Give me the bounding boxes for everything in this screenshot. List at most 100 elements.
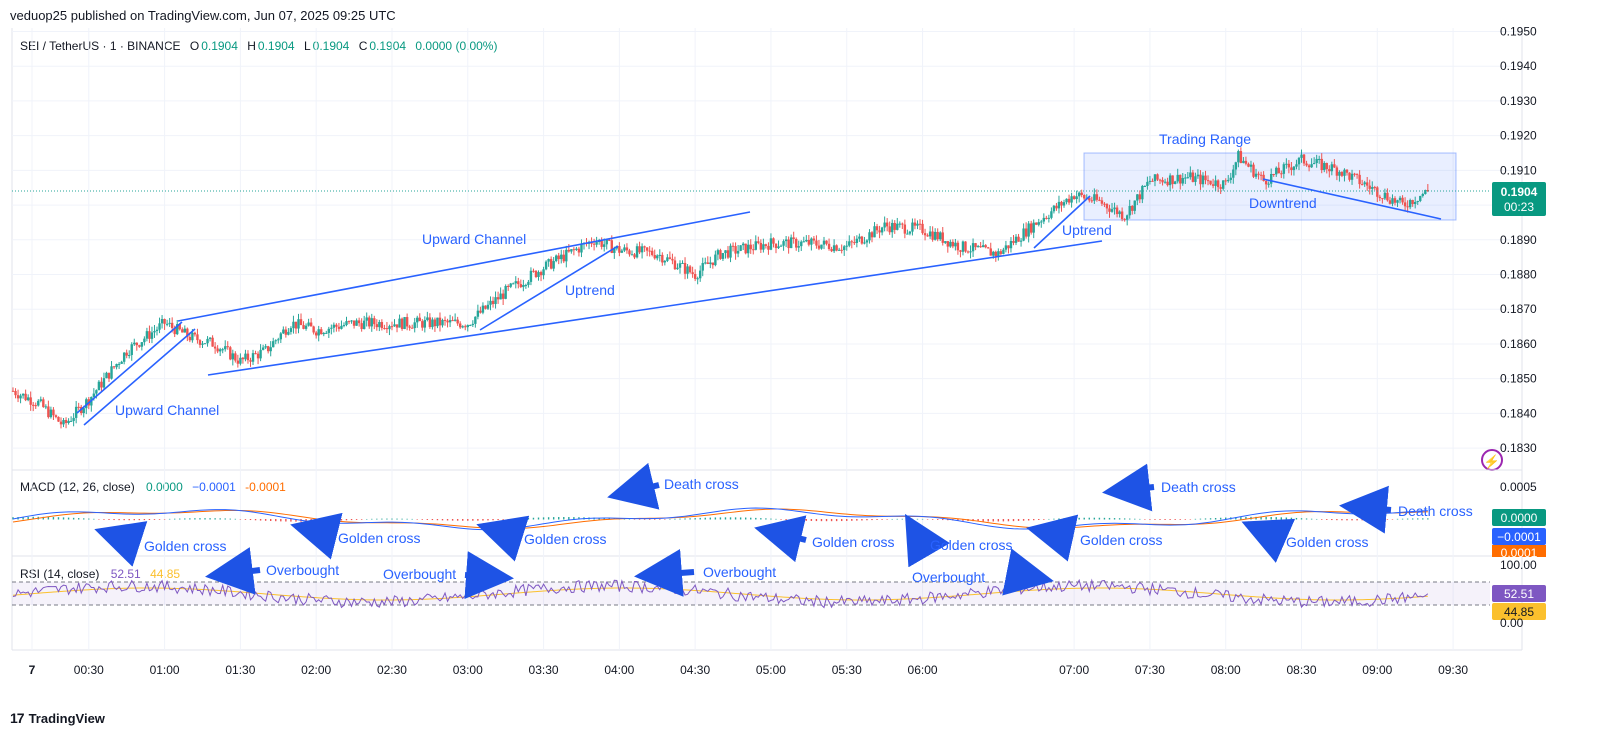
channel-2-lower[interactable] bbox=[207, 240, 1103, 376]
candle bbox=[625, 247, 629, 251]
candle bbox=[244, 353, 247, 360]
macd-histogram-bar bbox=[83, 518, 85, 520]
candle bbox=[805, 239, 808, 242]
candle bbox=[115, 364, 118, 368]
channel-2-upper[interactable] bbox=[177, 211, 751, 322]
overbought-label: Overbought bbox=[266, 562, 339, 578]
candle bbox=[1196, 174, 1200, 177]
time-tick-label: 09:00 bbox=[1362, 663, 1392, 677]
candle bbox=[931, 231, 934, 240]
arrow-icon bbox=[904, 513, 950, 568]
brand[interactable]: 17 TradingView bbox=[10, 710, 105, 726]
rsi-badges[interactable]: 52.51 44.85 bbox=[1492, 585, 1546, 620]
symbol-legend[interactable]: SEI / TetherUS · 1 · BINANCE O 0.1904 H 0.… bbox=[20, 39, 499, 53]
candle bbox=[1287, 163, 1291, 168]
macd-histogram-bar bbox=[492, 519, 494, 521]
macd-pane[interactable] bbox=[12, 507, 1429, 531]
macd-histogram-bar bbox=[275, 519, 277, 522]
candle bbox=[484, 305, 487, 309]
candle bbox=[699, 270, 702, 279]
candle bbox=[1305, 163, 1308, 166]
open-value: 0.1904 bbox=[201, 39, 238, 53]
price-badge[interactable]: 0.1904 00:23 bbox=[1492, 182, 1546, 216]
candle bbox=[926, 235, 929, 237]
candle bbox=[734, 246, 737, 254]
candle bbox=[565, 249, 568, 262]
macd-histogram-bar bbox=[335, 519, 338, 521]
macd-badges[interactable]: 0.0000 0.0001 −0.0001 bbox=[1492, 509, 1546, 560]
candle bbox=[380, 322, 384, 329]
candle bbox=[1105, 204, 1109, 209]
candle bbox=[261, 347, 265, 350]
macd-histogram-bar bbox=[381, 518, 383, 520]
candle bbox=[539, 272, 543, 276]
candle bbox=[471, 323, 475, 325]
candle bbox=[148, 331, 151, 339]
candle bbox=[1239, 151, 1243, 164]
candle bbox=[903, 224, 907, 234]
candle bbox=[458, 323, 462, 328]
candle bbox=[812, 238, 816, 241]
candle bbox=[59, 421, 63, 425]
candle bbox=[1348, 172, 1351, 180]
candle bbox=[1366, 182, 1369, 186]
candle bbox=[1295, 164, 1298, 167]
macd-histogram-bar bbox=[1260, 516, 1262, 520]
candle bbox=[964, 241, 967, 252]
candle bbox=[620, 250, 624, 253]
candle bbox=[1088, 197, 1091, 201]
candle bbox=[1047, 217, 1051, 219]
downtrend-line[interactable] bbox=[1262, 178, 1442, 220]
uptrend-line-2[interactable] bbox=[1033, 195, 1091, 249]
macd-histogram-bar bbox=[1285, 517, 1288, 520]
macd-histogram-bar bbox=[103, 519, 105, 520]
trend-drawings[interactable] bbox=[76, 178, 1442, 426]
macd-histogram-bar bbox=[537, 517, 540, 520]
candle bbox=[481, 305, 485, 313]
candle bbox=[1249, 164, 1253, 167]
candle bbox=[709, 262, 712, 264]
candle bbox=[1098, 199, 1101, 201]
candle bbox=[279, 333, 283, 340]
candle bbox=[893, 222, 896, 230]
macd-histogram-bar bbox=[1027, 519, 1030, 521]
price-tick-label: 0.1920 bbox=[1500, 129, 1537, 143]
candle bbox=[1340, 171, 1344, 176]
candle bbox=[1393, 198, 1397, 203]
macd-histogram-bar bbox=[1103, 517, 1106, 520]
time-axis[interactable]: 7 00:30 01:00 01:30 02:00 02:30 03:00 03:30 04:0… bbox=[29, 663, 1469, 677]
candle bbox=[1353, 173, 1356, 175]
macd-histogram-bar bbox=[1270, 516, 1272, 520]
macd-histogram-bar bbox=[194, 518, 196, 520]
candle bbox=[395, 324, 399, 328]
candle bbox=[941, 232, 944, 243]
symbol-name: SEI / TetherUS · 1 · BINANCE bbox=[20, 39, 181, 53]
candle bbox=[1325, 162, 1328, 170]
candle bbox=[603, 244, 606, 247]
candle bbox=[729, 245, 732, 258]
candle bbox=[693, 274, 697, 279]
macd-histogram-bar bbox=[648, 519, 651, 520]
candle bbox=[989, 248, 992, 256]
uptrend-line-1[interactable] bbox=[479, 245, 619, 331]
macd-histogram-bar bbox=[88, 518, 90, 520]
macd-histogram-bar bbox=[446, 519, 449, 521]
rsi-legend[interactable]: RSI (14, close) 52.51 44.85 bbox=[20, 567, 182, 581]
macd-histogram-bar bbox=[219, 518, 221, 520]
macd-histogram-bar bbox=[542, 517, 545, 520]
candle bbox=[1014, 236, 1018, 243]
macd-histogram-bar bbox=[1295, 517, 1298, 520]
channel-1-upper[interactable] bbox=[76, 321, 183, 414]
price-axis[interactable]: 0.19500.19400.19300.19200.19100.19000.18… bbox=[1500, 24, 1537, 455]
macd-histogram-bar bbox=[800, 519, 802, 521]
macd-histogram-bar bbox=[1053, 518, 1055, 520]
macd-histogram-bar bbox=[1225, 517, 1227, 520]
time-tick-label: 03:30 bbox=[529, 663, 559, 677]
golden-cross-label: Golden cross bbox=[524, 531, 606, 547]
candle bbox=[1002, 249, 1005, 254]
macd-histogram-bar bbox=[532, 517, 535, 520]
candle bbox=[850, 241, 853, 243]
channel-1-lower[interactable] bbox=[83, 328, 196, 426]
candle bbox=[34, 405, 37, 407]
